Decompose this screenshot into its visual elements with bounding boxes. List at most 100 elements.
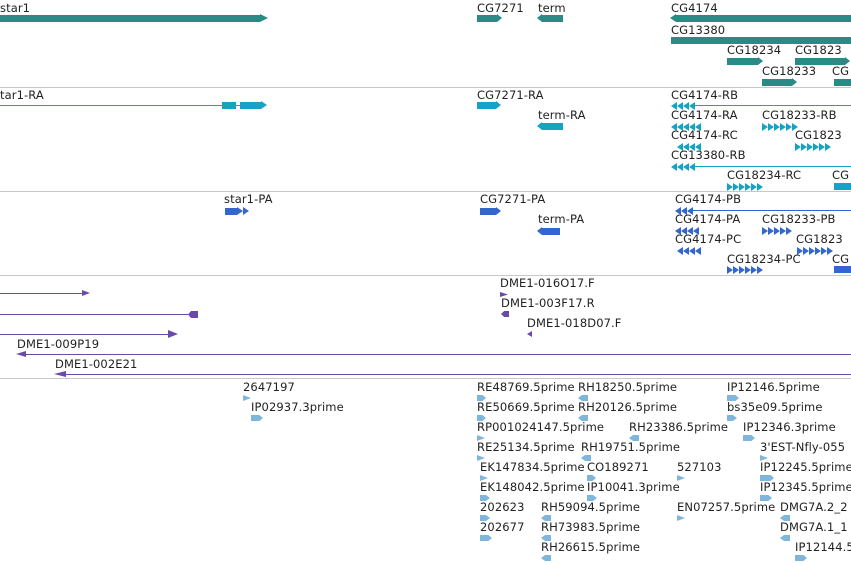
est-feature[interactable] [587, 475, 596, 481]
est-feature[interactable] [578, 395, 588, 401]
protein-label[interactable]: CG4174-PB [675, 192, 742, 206]
exon[interactable] [222, 102, 236, 109]
est-feature[interactable] [581, 455, 591, 461]
clone-end[interactable] [500, 292, 508, 297]
est-label[interactable]: RH19751.5prime [581, 440, 681, 454]
est-feature[interactable] [480, 515, 490, 521]
clone-end[interactable] [501, 311, 509, 317]
est-feature[interactable] [251, 415, 263, 421]
exon-arrows-left[interactable] [671, 102, 695, 110]
gene-label[interactable]: CG7271 [477, 1, 524, 15]
protein-label[interactable]: CG18233-PB [762, 212, 836, 226]
cds-arrows-left[interactable] [677, 247, 701, 255]
est-label[interactable]: RE50669.5prime [477, 400, 575, 414]
est-feature[interactable] [477, 415, 486, 421]
transcript-label[interactable]: CG [832, 168, 850, 182]
exon[interactable] [834, 183, 851, 190]
clone-line[interactable] [0, 334, 168, 335]
transcript-label[interactable]: CG1823 [795, 128, 842, 142]
est-feature[interactable] [587, 495, 597, 501]
est-feature[interactable] [480, 535, 492, 541]
est-label[interactable]: EK148042.5prime [480, 480, 585, 494]
est-label[interactable]: bs35e09.5prime [727, 400, 823, 414]
gene-label[interactable]: CG4174 [671, 1, 718, 15]
exon[interactable] [240, 102, 261, 109]
cds-arrows-right[interactable] [762, 227, 792, 235]
gene-feature[interactable] [676, 15, 851, 22]
exon-arrows-left[interactable] [671, 163, 695, 171]
clone-line[interactable] [26, 354, 851, 355]
gene-label[interactable]: CG1823 [795, 43, 842, 57]
est-feature[interactable] [780, 535, 790, 541]
cds-arrows-left[interactable] [675, 207, 693, 215]
est-label[interactable]: 202677 [480, 520, 525, 534]
clone-label[interactable]: DME1-003F17.R [501, 296, 595, 310]
exon-arrows-right[interactable] [727, 183, 763, 191]
clone-line[interactable] [66, 374, 851, 375]
est-label[interactable]: IP12144.5 [795, 540, 851, 554]
est-feature[interactable] [541, 555, 551, 561]
protein-label[interactable]: CG18234-PC [727, 252, 801, 266]
transcript-label[interactable]: CG18233-RB [762, 108, 837, 122]
est-label[interactable]: IP02937.3prime [251, 400, 344, 414]
clone-label[interactable]: DME1-009P19 [17, 337, 100, 351]
est-feature[interactable] [760, 475, 774, 481]
cds-arrows-right[interactable] [237, 207, 251, 216]
transcript-label[interactable]: CG7271-RA [477, 88, 544, 102]
est-feature[interactable] [541, 515, 551, 521]
est-feature[interactable] [541, 535, 551, 541]
est-feature[interactable] [677, 475, 685, 481]
gene-label[interactable]: CG18234 [727, 43, 782, 57]
est-label[interactable]: DMG7A.1_1 [780, 520, 848, 534]
gene-feature[interactable] [834, 79, 851, 86]
protein-label[interactable]: CG1823 [796, 232, 843, 246]
gene-label[interactable]: CG18233 [762, 64, 817, 78]
est-label[interactable]: RH18250.5prime [578, 380, 678, 394]
est-label[interactable]: 202623 [480, 500, 525, 514]
est-feature[interactable] [480, 495, 490, 501]
est-label[interactable]: RH73983.5prime [541, 520, 641, 534]
est-feature[interactable] [727, 395, 739, 401]
est-label[interactable]: 527103 [677, 460, 722, 474]
est-feature[interactable] [477, 455, 485, 461]
est-label[interactable]: RP001024147.5prime [477, 420, 605, 434]
protein-label[interactable]: CG7271-PA [480, 192, 546, 206]
clone-line[interactable] [0, 293, 82, 294]
est-label[interactable]: RH20126.5prime [578, 400, 678, 414]
cds-arrows-right[interactable] [797, 247, 833, 255]
protein-label[interactable]: CG [832, 252, 850, 266]
exon-arrows-right[interactable] [795, 143, 831, 151]
protein-label[interactable]: term-PA [538, 212, 585, 226]
transcript-label[interactable]: term-RA [538, 108, 586, 122]
clone-label[interactable]: DME1-002E21 [55, 357, 138, 371]
est-feature[interactable] [629, 435, 639, 441]
est-label[interactable]: IP12245.5prime [760, 460, 851, 474]
cds[interactable] [480, 208, 496, 215]
gene-feature[interactable] [0, 15, 260, 22]
est-feature[interactable] [743, 435, 755, 441]
gene-feature[interactable] [542, 15, 563, 22]
est-feature[interactable] [578, 415, 588, 421]
est-feature[interactable] [727, 415, 737, 421]
transcript-label[interactable]: CG4174-RA [671, 108, 738, 122]
est-label[interactable]: 3'EST-Nfly-055 [760, 440, 846, 454]
gene-feature[interactable] [727, 58, 758, 65]
est-feature[interactable] [677, 515, 685, 521]
gene-feature[interactable] [762, 79, 792, 86]
gene-feature[interactable] [795, 58, 845, 65]
cds[interactable] [225, 208, 237, 215]
est-label[interactable]: IP12146.5prime [727, 380, 820, 394]
protein-label[interactable]: CG4174-PC [675, 232, 742, 246]
clone-line[interactable] [0, 314, 188, 315]
protein-label[interactable]: star1-PA [224, 192, 273, 206]
est-label[interactable]: RH59094.5prime [541, 500, 641, 514]
transcript-label[interactable]: tar1-RA [0, 88, 44, 102]
est-label[interactable]: RH23386.5prime [629, 420, 729, 434]
gene-label[interactable]: star1 [0, 1, 31, 15]
gene-feature[interactable] [477, 15, 497, 22]
gene-feature[interactable] [671, 37, 851, 44]
est-label[interactable]: CO189271 [587, 460, 649, 474]
est-label[interactable]: DMG7A.2_2 [780, 500, 848, 514]
est-feature[interactable] [477, 395, 486, 401]
est-label[interactable]: IP10041.3prime [587, 480, 680, 494]
